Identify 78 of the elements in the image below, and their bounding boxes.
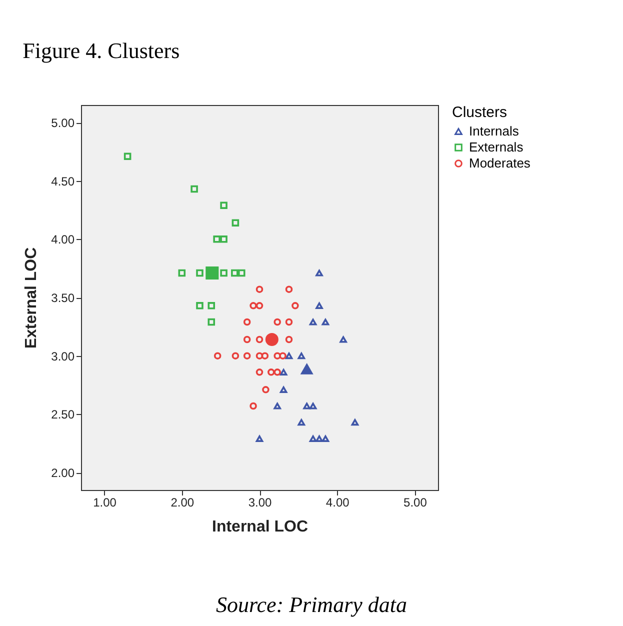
point [231, 269, 238, 277]
point [124, 152, 132, 160]
x-tick-label: 4.00 [326, 496, 350, 510]
point [206, 266, 219, 280]
point [243, 318, 251, 326]
point [250, 302, 257, 310]
point [274, 368, 281, 376]
point [298, 419, 306, 426]
chart-title: Figure 4. Clusters [22, 38, 180, 63]
point [238, 269, 246, 277]
y-tick-label: 3.00 [51, 349, 75, 364]
legend-label: Moderates [469, 156, 531, 170]
point [274, 352, 281, 360]
point [232, 219, 240, 226]
point [300, 363, 314, 374]
point [322, 435, 330, 442]
y-tick-label: 5.00 [51, 116, 75, 130]
point [196, 269, 204, 277]
x-tick-label: 3.00 [248, 496, 272, 510]
point [285, 336, 293, 344]
point [351, 419, 359, 426]
point [220, 269, 228, 277]
point [220, 236, 228, 243]
point [256, 368, 264, 376]
point [309, 402, 317, 410]
y-axis-title: External LOC [23, 246, 40, 349]
point [274, 402, 281, 410]
point [261, 352, 269, 360]
point [340, 336, 347, 343]
y-tick-label: 4.50 [51, 174, 75, 188]
point [262, 386, 270, 394]
point [208, 302, 216, 310]
point [280, 368, 288, 376]
point [316, 435, 323, 442]
source-note: Source: Primary data [214, 592, 408, 618]
legend-title: Clusters [452, 104, 508, 121]
point [256, 286, 264, 293]
point [274, 318, 281, 326]
y-tick-label: 2.50 [51, 408, 75, 422]
point [280, 386, 288, 393]
point [303, 402, 310, 410]
point [285, 286, 293, 293]
point [214, 352, 222, 360]
x-tick-label: 2.00 [170, 496, 194, 510]
point [309, 318, 317, 326]
x-tick-label: 1.00 [93, 496, 117, 510]
legend-label: Externals [469, 140, 524, 154]
point [196, 302, 204, 310]
point [265, 332, 278, 346]
point [316, 302, 323, 309]
point [243, 352, 251, 360]
point [309, 435, 317, 442]
x-tick-label: 5.00 [404, 496, 428, 510]
point [220, 202, 228, 209]
point [178, 269, 186, 277]
point [279, 352, 286, 360]
point [285, 352, 293, 360]
point [256, 435, 264, 442]
y-tick-label: 2.00 [51, 466, 75, 480]
point [285, 318, 293, 326]
point [243, 336, 251, 344]
point [256, 302, 264, 310]
y-tick-label: 3.50 [51, 291, 75, 305]
point [316, 270, 323, 276]
point [190, 185, 198, 193]
point [322, 318, 330, 326]
point [213, 236, 220, 243]
point [268, 368, 275, 376]
point [256, 352, 264, 360]
legend-label: Internals [469, 124, 520, 138]
y-tick-label: 4.00 [51, 232, 75, 247]
point [208, 318, 216, 326]
point [250, 402, 257, 410]
x-axis-title: Internal LOC [212, 518, 308, 536]
point [298, 352, 306, 360]
point [256, 336, 264, 344]
point [292, 302, 299, 310]
point [232, 352, 240, 360]
